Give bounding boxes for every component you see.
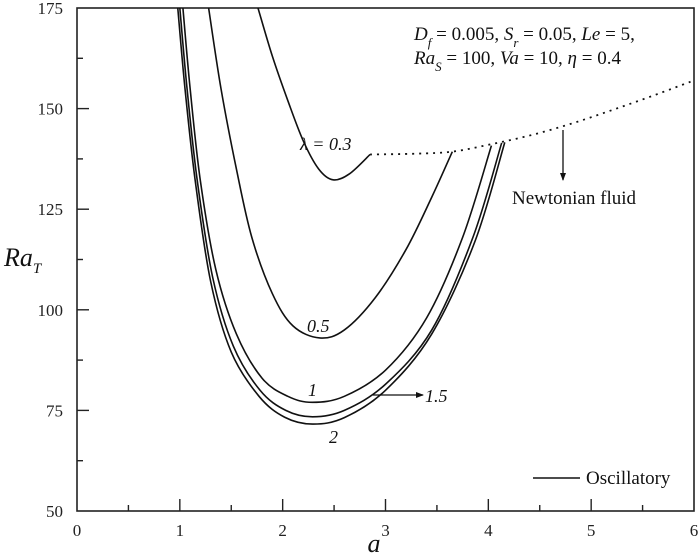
label-lambda-1.5: 1.5 <box>425 386 448 406</box>
x-tick-label: 2 <box>278 521 287 540</box>
legend-label-oscillatory: Oscillatory <box>586 468 671 489</box>
x-tick-label: 1 <box>176 521 185 540</box>
y-axis-title: RaT <box>3 243 43 277</box>
y-axis-ticks <box>77 57 89 462</box>
label-lambda-0.3: λ = 0.3 <box>299 134 351 154</box>
x-tick-label: 3 <box>381 521 390 540</box>
x-tick-labels: 0 1 2 3 4 5 6 <box>73 521 699 540</box>
curve--0.3 <box>257 8 371 181</box>
y-tick-label: 75 <box>46 401 63 420</box>
curve-newtonian-fluid <box>370 79 694 156</box>
label-lambda-0.5: 0.5 <box>307 316 330 336</box>
x-tick-label: 0 <box>73 521 82 540</box>
y-tick-label: 150 <box>38 100 64 119</box>
y-tick-label: 50 <box>46 502 63 521</box>
parameters-line-2: RaS = 100, Va = 10, η = 0.4 <box>413 48 621 74</box>
y-tick-label: 100 <box>38 301 64 320</box>
y-tick-label: 175 <box>38 0 64 18</box>
curve--1 <box>182 8 493 404</box>
curves <box>176 8 694 425</box>
label-lambda-1: 1 <box>308 380 317 400</box>
curve--1.5 <box>179 8 503 418</box>
x-axis-title: a <box>368 529 381 558</box>
y-tick-label: 125 <box>38 200 64 219</box>
annotation-newtonian: Newtonian fluid <box>512 188 637 209</box>
x-tick-label: 4 <box>484 521 493 540</box>
plot-frame <box>76 7 695 512</box>
curve--0.5 <box>207 8 454 339</box>
x-tick-label: 6 <box>690 521 699 540</box>
curve--2 <box>176 8 506 425</box>
x-tick-label: 5 <box>587 521 596 540</box>
label-lambda-2: 2 <box>329 427 338 447</box>
x-axis-ticks <box>127 499 644 511</box>
y-tick-labels: 50 75 100 125 150 175 <box>38 0 64 521</box>
parameters-line-1: Df = 0.005, Sr = 0.05, Le = 5, <box>413 24 635 50</box>
